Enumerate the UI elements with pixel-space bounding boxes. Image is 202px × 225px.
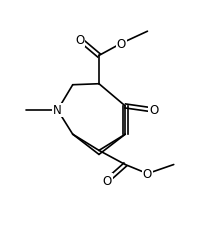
Text: O: O xyxy=(149,104,158,117)
Text: N: N xyxy=(53,104,62,117)
Text: O: O xyxy=(117,38,126,51)
Text: O: O xyxy=(143,167,152,180)
Text: O: O xyxy=(102,174,112,187)
Text: O: O xyxy=(75,34,84,47)
